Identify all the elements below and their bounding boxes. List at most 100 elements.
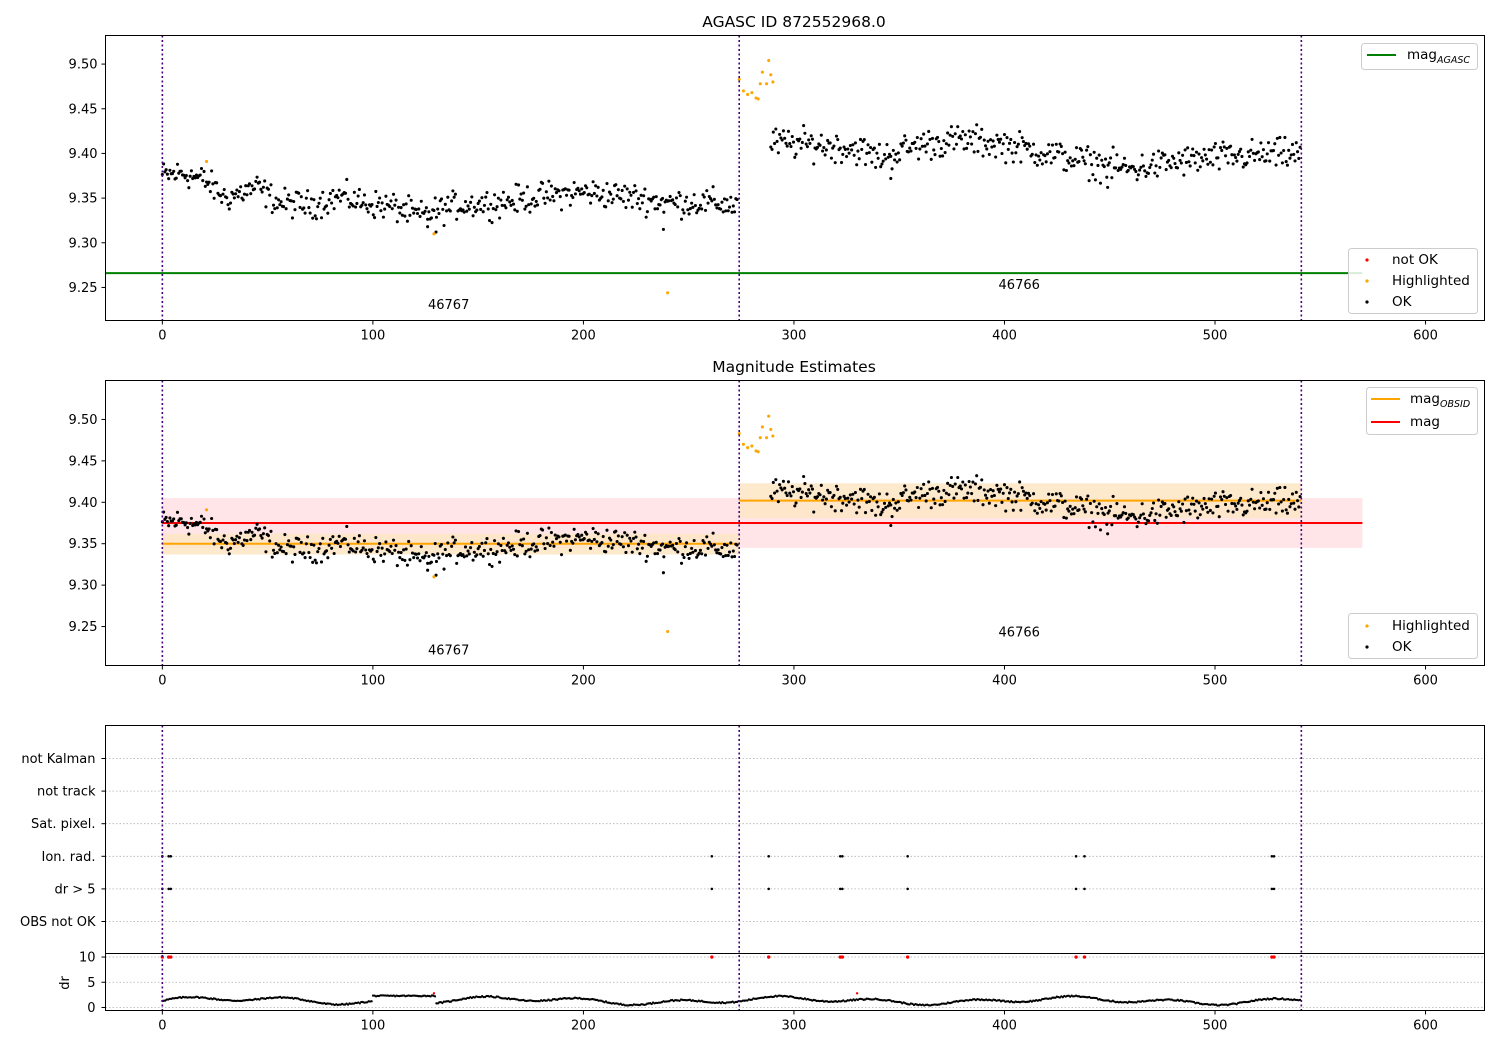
panel2-point-ok (517, 529, 521, 534)
panel2-point-ok (677, 536, 681, 541)
panel2-point-ok (255, 522, 259, 526)
panel1-point-ok (553, 187, 557, 191)
panel2-point-ok (446, 541, 450, 545)
panel1-point-ok (841, 152, 845, 156)
panel2-point-ok (234, 538, 238, 542)
panel1-point-ok (954, 142, 959, 146)
panel1-point-ok (1271, 148, 1276, 153)
panel2-point-ok (1258, 506, 1262, 510)
panel1-point-ok (1135, 178, 1139, 182)
panel2-point-ok (963, 483, 967, 487)
panel1-point-ok (778, 132, 782, 136)
panel2-point-ok (174, 523, 178, 527)
panel2-point-ok (838, 495, 842, 499)
panel1-point-ok (1153, 171, 1157, 175)
panel2-point-ok (1120, 513, 1124, 517)
panel2-point-ok (913, 490, 917, 494)
panel2-point-ok (1021, 489, 1025, 493)
panel1-point-ok (705, 189, 709, 193)
panel1-point-ok (461, 208, 465, 212)
panel2-point-ok (1033, 509, 1037, 513)
panel2-point-ok (245, 539, 249, 543)
panel2-point-ok (261, 532, 265, 536)
panel2-point-ok (193, 523, 197, 527)
panel1-point-ok (944, 142, 948, 146)
panel1-point-ok (695, 211, 699, 215)
panel1-point-ok (381, 215, 385, 219)
panel2-point-ok (933, 501, 937, 505)
panel1-point-ok (1202, 147, 1206, 151)
panel2-point-ok (865, 500, 869, 504)
panel2-point-ok (634, 535, 638, 539)
panel1-point-ok (1093, 178, 1097, 182)
panel2-point-ok (522, 537, 526, 541)
panel1-point-ok (306, 189, 310, 193)
panel2-point-ok (828, 491, 832, 495)
panel2-point-ok (475, 553, 479, 557)
panel1-point-ok (450, 199, 454, 203)
panel2-point-ok (481, 554, 485, 558)
panel2-point-ok (472, 550, 476, 554)
panel1-point-ok (486, 207, 490, 211)
panel2-point-ok (978, 485, 983, 489)
panel2-point-ok (1239, 496, 1243, 500)
panel1-point-ok (1121, 163, 1125, 167)
panel2-point-ok (788, 491, 792, 495)
panel1-point-ok (848, 143, 852, 148)
panel2-point-ok (959, 487, 964, 491)
panel1-point-ok (937, 139, 941, 144)
panel1-point-ok (1119, 167, 1123, 171)
panel2-point-ok (580, 533, 584, 537)
panel1-point-ok (826, 138, 830, 143)
panel2-point-ok (1208, 508, 1212, 513)
panel2-point-ok (863, 511, 868, 515)
panel1-point-ok (662, 210, 666, 214)
panel1-point-ok (378, 196, 382, 200)
panel2-point-ok (347, 550, 351, 554)
panel2-point-ok (336, 541, 340, 545)
panel1-point-ok (853, 141, 857, 145)
panel1-point-ok (1220, 148, 1224, 153)
panel1-point-ok (1049, 161, 1053, 165)
panel1-point-ok (1035, 163, 1039, 167)
panel1-point-ok (625, 187, 629, 191)
panel2-point-ok (900, 493, 904, 498)
panel2-xtick-label: 100 (360, 674, 385, 689)
panel1-point-ok (809, 134, 813, 138)
panel1-point-ok (1050, 143, 1055, 147)
panel1-point-ok (274, 196, 278, 200)
panel2-point-ok (354, 550, 358, 554)
flag-row-label: OBS not OK (20, 915, 96, 930)
panel2-point-ok (965, 496, 969, 500)
panel2-point-ok (862, 487, 866, 492)
panel2-point-ok (519, 538, 523, 542)
panel2-point-ok (698, 548, 703, 552)
panel1-point-ok (1213, 141, 1217, 146)
panel1-point-ok (1247, 154, 1252, 159)
panel2-point-ok (482, 548, 487, 552)
flag-row-label: Sat. pixel. (31, 817, 95, 832)
panel3-xtick-label: 500 (1203, 1019, 1228, 1034)
panel1-point-ok (674, 196, 679, 200)
panel2-point-ok (652, 541, 656, 545)
panel2-point-ok (901, 491, 905, 495)
panel1-point-ok (412, 211, 416, 215)
panel2-point-ok (851, 492, 855, 496)
panel1-point-ok (688, 207, 692, 211)
panel1-point-ok (1217, 167, 1221, 171)
flag-event-marker (1272, 887, 1276, 891)
panel2-point-ok (671, 543, 675, 547)
panel2-point-ok (729, 541, 733, 545)
panel1-point-ok (1107, 161, 1111, 165)
panel1-point-ok (297, 191, 301, 195)
panel2-point-ok (328, 537, 332, 541)
panel2-point-ok (393, 548, 397, 552)
panel1-point-ok (731, 204, 735, 208)
panel2-point-ok (332, 551, 336, 556)
panel1-point-ok (220, 200, 224, 204)
panel1-point-ok (1005, 136, 1009, 140)
panel2-point-ok (419, 545, 423, 549)
flag-event-marker (841, 887, 844, 891)
panel1-point-ok (1258, 158, 1262, 162)
panel2-point-ok (1177, 500, 1181, 504)
